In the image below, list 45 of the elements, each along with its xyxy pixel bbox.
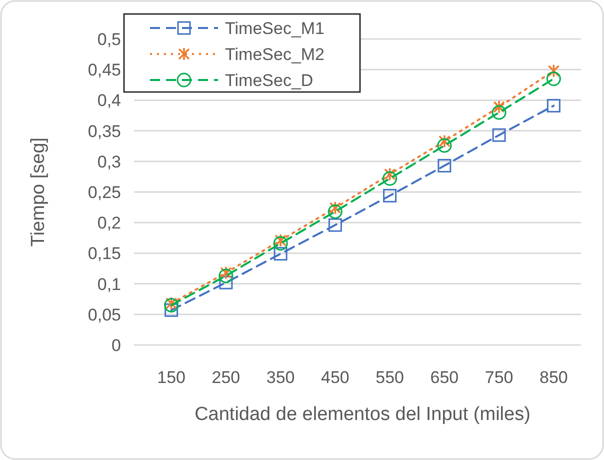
point xyxy=(274,247,288,261)
point xyxy=(493,100,505,114)
x-tick-label: 350 xyxy=(266,368,295,387)
y-tick-label: 0,1 xyxy=(97,274,121,294)
point xyxy=(273,236,288,251)
point xyxy=(438,134,450,148)
x-tick-label: 550 xyxy=(376,368,404,387)
x-tick-label: 650 xyxy=(430,368,459,387)
point xyxy=(438,158,452,172)
point xyxy=(164,303,178,317)
y-tick-label: 0,05 xyxy=(88,305,121,324)
legend-label: TimeSec_M1 xyxy=(225,18,325,38)
y-tick-label: 0,2 xyxy=(97,214,121,233)
x-tick-label: 150 xyxy=(157,368,186,387)
point xyxy=(220,266,232,280)
y-tick-label: 0,15 xyxy=(88,244,121,264)
x-tick-label: 450 xyxy=(321,368,350,387)
point xyxy=(329,201,342,215)
point xyxy=(328,218,342,232)
point xyxy=(492,105,506,120)
point xyxy=(384,167,396,182)
point xyxy=(437,138,452,153)
x-tick-label: 250 xyxy=(212,368,240,387)
legend-label: TimeSec_M2 xyxy=(225,44,325,64)
x-tick-label: 750 xyxy=(484,368,514,387)
point xyxy=(546,98,560,112)
point xyxy=(328,204,342,219)
y-tick-label: 0,3 xyxy=(97,152,121,172)
point xyxy=(274,233,286,248)
legend-label: TimeSec_D xyxy=(225,70,314,90)
y-tick-label: 0,35 xyxy=(88,122,121,141)
y-axis-title: Tiempo [seg] xyxy=(28,137,49,247)
y-tick-label: 0 xyxy=(112,336,121,355)
y-tick-label: 0,4 xyxy=(97,91,121,110)
point xyxy=(382,171,398,186)
point xyxy=(218,268,234,284)
point xyxy=(546,72,561,86)
point xyxy=(492,128,506,142)
y-tick-label: 0,25 xyxy=(88,182,121,202)
x-axis-title: Cantidad de elementos del Input (miles) xyxy=(194,404,530,425)
point xyxy=(383,188,397,202)
x-tick-label: 850 xyxy=(540,368,568,387)
y-tick-label: 0,45 xyxy=(88,60,121,80)
y-tick-label: 0,5 xyxy=(97,30,121,49)
point xyxy=(548,64,560,78)
